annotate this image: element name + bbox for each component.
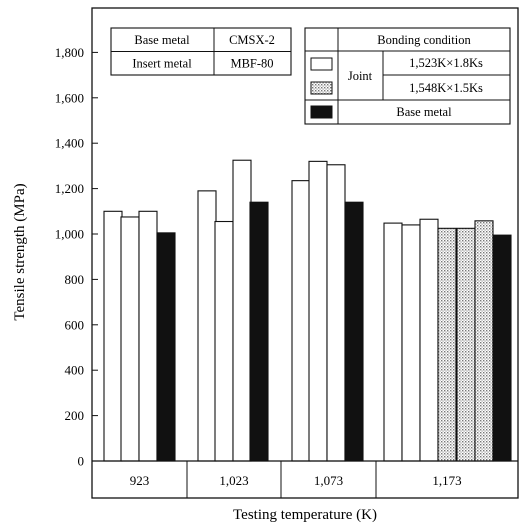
plot-frame	[91, 7, 519, 499]
bar-base_metal	[156, 232, 176, 462]
materials-table-key: Base metal	[134, 33, 190, 47]
bar-base_metal	[249, 201, 269, 462]
bar-joint_1523	[232, 159, 252, 462]
x-axis-title: Testing temperature (K)	[233, 507, 377, 523]
x-category-label: 923	[130, 473, 150, 488]
y-tick-label: 1,600	[55, 90, 84, 105]
x-category-label: 1,023	[219, 473, 248, 488]
bar-joint_1523	[383, 222, 403, 462]
y-tick-label: 1,000	[55, 227, 84, 242]
bar-base_metal	[344, 201, 364, 462]
bar-joint_1523	[291, 180, 311, 462]
y-tick-label: 0	[78, 454, 85, 469]
bar-joint_1523	[197, 190, 217, 462]
x-category-label: 1,173	[432, 473, 461, 488]
bar-joint_1548	[437, 227, 457, 462]
y-tick-label: 600	[65, 317, 85, 332]
legend-label-joint_1523: 1,523K×1.8Ks	[409, 56, 483, 70]
bar-joint_1523	[401, 224, 421, 462]
legend-swatch-joint_1548	[310, 81, 333, 95]
bar-joint_1523	[103, 210, 123, 462]
bar-base_metal	[492, 234, 512, 462]
materials-table-key: Insert metal	[132, 57, 192, 71]
legend-box	[304, 27, 511, 125]
legend-swatch-base_metal	[310, 105, 333, 119]
bar-joint_1523	[214, 220, 234, 462]
legend-label-base_metal: Base metal	[396, 105, 452, 119]
legend-header: Bonding condition	[377, 33, 471, 47]
bar-joint_1523	[308, 160, 328, 462]
materials-table-value: MBF-80	[230, 57, 273, 71]
y-axis-title: Tensile strength (MPa)	[12, 183, 28, 320]
bar-joint_1523	[326, 164, 346, 462]
bar-joint_1523	[419, 218, 439, 462]
y-tick-label: 1,800	[55, 45, 84, 60]
materials-table-value: CMSX-2	[229, 33, 275, 47]
bar-joint_1548	[474, 220, 494, 462]
bar-joint_1523	[138, 210, 158, 462]
bar-joint_1548	[456, 227, 476, 462]
y-tick-label: 1,200	[55, 181, 84, 196]
legend-swatch-joint_1523	[310, 57, 333, 71]
y-tick-label: 400	[65, 363, 85, 378]
legend-label-joint_1548: 1,548K×1.5Ks	[409, 81, 483, 95]
y-tick-label: 800	[65, 272, 85, 287]
x-category-label: 1,073	[314, 473, 343, 488]
bar-joint_1523	[120, 216, 140, 462]
y-tick-label: 200	[65, 408, 85, 423]
y-tick-label: 1,400	[55, 136, 84, 151]
legend-joint-label: Joint	[348, 69, 373, 83]
